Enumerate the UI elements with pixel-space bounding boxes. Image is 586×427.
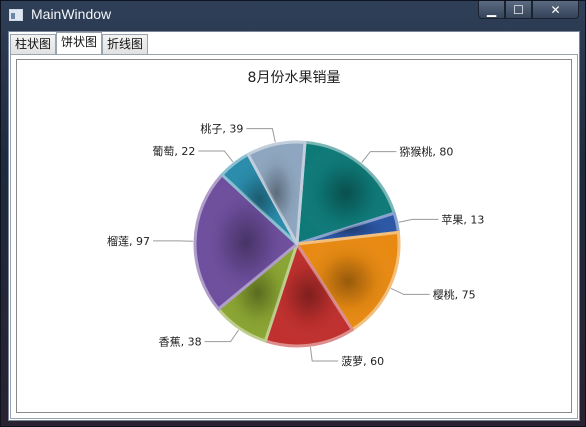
pie-slice-shade xyxy=(265,244,353,346)
app-icon xyxy=(9,9,23,21)
data-label: 菠萝, 60 xyxy=(341,355,384,368)
maximize-button[interactable]: ☐ xyxy=(505,1,532,19)
client-area: 柱状图 饼状图 折线图 8月份水果销量 猕猴桃, 80 苹果, 13 樱桃, 7 xyxy=(8,31,580,421)
close-button[interactable]: ✕ xyxy=(532,1,579,19)
leader-line xyxy=(361,151,397,163)
data-label: 葡萄, 22 xyxy=(152,145,195,158)
window-title: MainWindow xyxy=(31,6,112,22)
data-label: 樱桃, 75 xyxy=(433,287,476,301)
leader-line xyxy=(198,150,234,163)
window-controls: ▁ ☐ ✕ xyxy=(478,1,579,21)
pie-slice-shade xyxy=(218,244,297,341)
tab-strip: 柱状图 饼状图 折线图 xyxy=(9,32,149,56)
title-bar[interactable]: MainWindow ▁ ☐ ✕ xyxy=(1,1,585,31)
leader-line xyxy=(204,329,239,343)
data-label: 猕猴桃, 80 xyxy=(399,145,453,159)
data-label: 苹果, 13 xyxy=(441,212,484,226)
pie-slice-shade xyxy=(222,154,297,244)
leader-line xyxy=(246,128,276,143)
pie-slice-shade xyxy=(297,142,395,244)
tab-pie-chart[interactable]: 饼状图 xyxy=(56,32,103,54)
chart-area: 8月份水果销量 猕猴桃, 80 苹果, 13 樱桃, 75 菠萝, 60 香蕉, 38 榴… xyxy=(16,59,572,413)
data-label: 桃子, 39 xyxy=(200,122,243,136)
data-label: 香蕉, 38 xyxy=(159,336,202,349)
chart-title: 8月份水果销量 xyxy=(248,70,341,86)
minimize-button[interactable]: ▁ xyxy=(478,1,505,19)
pie-slice-shade xyxy=(195,174,297,310)
leader-line xyxy=(390,287,430,295)
tab-line-chart[interactable]: 折线图 xyxy=(102,34,149,54)
pie-slice-shade xyxy=(297,232,400,330)
data-label: 榴莲, 97 xyxy=(107,234,150,248)
leader-line xyxy=(309,347,339,362)
pie-chart: 8月份水果销量 猕猴桃, 80 苹果, 13 樱桃, 75 菠萝, 60 香蕉, 38 榴… xyxy=(107,70,484,368)
pie-slice-shade xyxy=(297,213,399,244)
tab-bar-chart[interactable]: 柱状图 xyxy=(10,34,57,54)
tab-panel: 8月份水果销量 猕猴桃, 80 苹果, 13 樱桃, 75 菠萝, 60 香蕉, 38 榴… xyxy=(10,54,578,419)
pie-slice-shade xyxy=(248,141,305,244)
leader-line xyxy=(398,218,439,223)
